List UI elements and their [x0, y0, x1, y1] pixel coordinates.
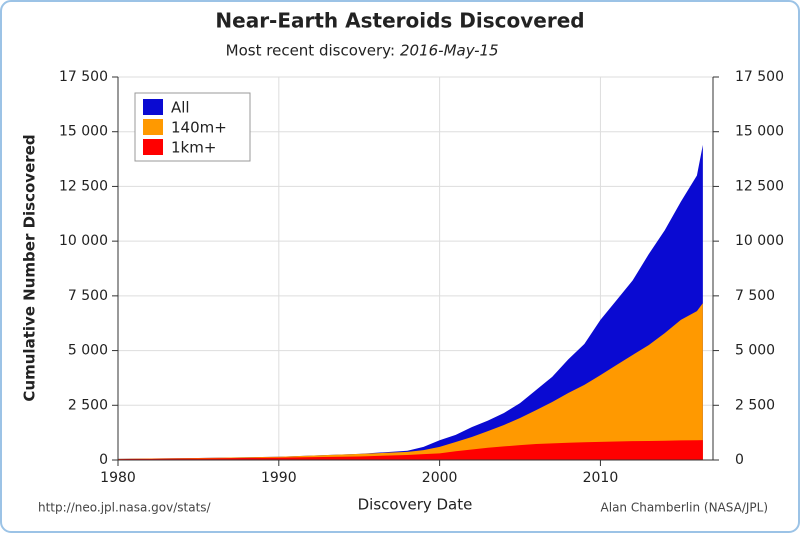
plot: 0 0 2 500 2 500 5 000 5 000 7 500 7 500 10 000 10… [59, 69, 784, 486]
y-tick-label: 15 000 [59, 124, 108, 140]
y2-tick-label: 12 500 [735, 178, 784, 194]
legend-label: 1km+ [171, 139, 216, 157]
legend-label: All [171, 99, 190, 117]
legend-label: 140m+ [171, 119, 227, 137]
y-tick-label: 12 500 [59, 178, 108, 194]
legend-swatch [143, 119, 163, 135]
area [118, 303, 703, 460]
y2-tick-label: 2 500 [735, 397, 775, 413]
y2-tick-label: 0 [735, 452, 744, 468]
x-tick-label: 2010 [583, 470, 619, 486]
y2-tick-label: 7 500 [735, 288, 775, 304]
y-tick-label: 2 500 [68, 397, 108, 413]
area [118, 144, 703, 461]
subtitle: Most recent discovery: [226, 42, 395, 60]
y2-tick-label: 5 000 [735, 343, 775, 359]
source: http://neo.jpl.nasa.gov/stats/ [38, 501, 212, 515]
y-tick-label: 5 000 [68, 343, 108, 359]
legend-swatch [143, 99, 163, 115]
y2-tick-label: 10 000 [735, 233, 784, 249]
x-tick-label: 1980 [100, 470, 136, 486]
credit: Alan Chamberlin (NASA/JPL) [601, 501, 768, 515]
y-tick-label: 0 [99, 452, 108, 468]
chart-title: Near-Earth Asteroids Discovered [215, 9, 584, 33]
y-tick-label: 10 000 [59, 233, 108, 249]
area [118, 440, 703, 460]
y-tick-label: 7 500 [68, 288, 108, 304]
x-axis-label: Discovery Date [358, 496, 473, 514]
legend-swatch [143, 139, 163, 155]
y-axis-label: Cumulative Number Discovered [21, 134, 39, 401]
y2-tick-label: 15 000 [735, 124, 784, 140]
subtitle-date: 2016-May-15 [400, 42, 499, 60]
x-tick-label: 2000 [422, 470, 458, 486]
y2-tick-label: 17 500 [735, 69, 784, 85]
y-tick-label: 17 500 [59, 69, 108, 85]
x-tick-label: 1990 [261, 470, 297, 486]
